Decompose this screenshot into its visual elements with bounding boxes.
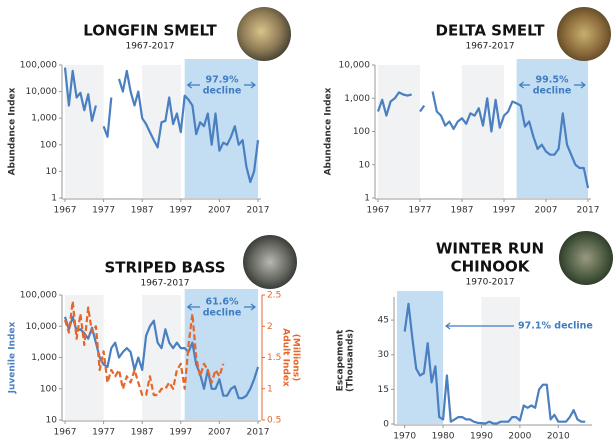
chart-title: CHINOOK	[451, 258, 531, 276]
annotation: 97.9%	[206, 75, 239, 86]
chart-subtitle: 1967-2017	[140, 279, 189, 289]
annotation: 97.1% decline	[518, 321, 593, 332]
y-tick-label: 0	[383, 420, 389, 430]
decade-band	[142, 65, 181, 198]
x-tick-label: 2017	[247, 206, 270, 216]
x-tick-label: 2007	[208, 428, 231, 438]
y-axis-label: Abundance Index	[8, 87, 18, 175]
y-tick-label: 10,000	[26, 322, 58, 332]
y2-tick-label: 1.5	[267, 353, 281, 363]
x-tick-label: 1990	[470, 432, 493, 442]
x-tick-label: 2017	[247, 428, 270, 438]
photo	[243, 235, 297, 289]
chart-title: STRIPED BASS	[104, 259, 225, 277]
y-tick-label: 45	[378, 316, 389, 326]
photo	[559, 231, 613, 285]
y-tick-label: 1,000	[31, 114, 57, 124]
chart-subtitle: 1970-2017	[465, 278, 514, 288]
annotation: decline	[203, 86, 242, 97]
chart-title: LONGFIN SMELT	[83, 22, 217, 40]
x-tick-label: 2007	[535, 206, 558, 216]
x-tick-label: 1987	[131, 206, 154, 216]
x-tick-label: 2007	[208, 206, 231, 216]
data-line	[403, 302, 586, 425]
x-tick-label: 1977	[92, 206, 115, 216]
x-tick-label: 1997	[169, 206, 192, 216]
decade-band	[462, 65, 504, 198]
annotation-arrow	[518, 81, 586, 89]
x-tick-label: 1967	[54, 206, 77, 216]
x-tick-label: 2010	[547, 432, 570, 442]
x-tick-label: 1997	[493, 206, 516, 216]
y-tick-label: 10	[46, 416, 58, 426]
y-tick-label: 1,000	[344, 94, 370, 104]
decade-band	[142, 295, 181, 420]
annotation: decline	[203, 308, 242, 319]
y-tick-label: 100	[40, 140, 57, 150]
photo	[557, 7, 611, 61]
y2-tick-label: 0.5	[267, 416, 281, 426]
highlight	[397, 291, 444, 424]
y-tick-label: 1	[364, 194, 370, 204]
annotation: 61.6%	[206, 297, 239, 308]
highlight	[184, 59, 258, 198]
y-tick-label: 10,000	[339, 61, 371, 71]
data-line	[63, 67, 260, 184]
x-tick-label: 1980	[432, 432, 455, 442]
x-tick-label: 1967	[367, 206, 390, 216]
y2-axis-label: Adult Index	[281, 328, 291, 387]
y-tick-label: 100	[353, 127, 370, 137]
decade-band	[481, 297, 520, 424]
y-axis-label: (Thousands)	[346, 329, 356, 392]
x-tick-label: 2017	[577, 206, 600, 216]
y2-axis-label: (Millions)	[291, 334, 301, 381]
photo	[237, 7, 291, 61]
y-tick-label: 10	[359, 160, 371, 170]
y-axis-label: Juvenile Index	[8, 321, 18, 394]
y-tick-label: 100,000	[20, 61, 57, 71]
x-tick-label: 1987	[451, 206, 474, 216]
annotation-arrow	[186, 81, 256, 89]
data-line	[376, 91, 590, 189]
y-tick-label: 1,000	[31, 353, 57, 363]
chart-title: WINTER RUN	[436, 240, 544, 258]
chart-subtitle: 1967-2017	[125, 42, 174, 52]
y2-tick-label: 2	[267, 322, 273, 332]
x-tick-label: 1977	[409, 206, 432, 216]
y-tick-label: 100	[40, 384, 57, 394]
x-tick-label: 1987	[131, 428, 154, 438]
annotation: decline	[533, 86, 572, 97]
y-axis-label: Escapement	[336, 329, 346, 391]
x-tick-label: 2000	[508, 432, 531, 442]
y2-tick-label: 1	[267, 384, 273, 394]
annotation: 99.5%	[536, 75, 569, 86]
x-tick-label: 1997	[169, 428, 192, 438]
y-axis-label: Abundance Index	[324, 87, 334, 175]
annotation-arrow	[445, 322, 514, 330]
y-tick-label: 30	[378, 350, 390, 360]
chart-title: DELTA SMELT	[436, 22, 546, 40]
y-tick-label: 1	[51, 194, 57, 204]
annotation-arrow	[186, 303, 256, 311]
y-tick-label: 10,000	[26, 87, 58, 97]
y2-tick-label: 2.5	[267, 291, 281, 301]
y-tick-label: 10	[46, 167, 58, 177]
highlight	[516, 59, 588, 198]
x-tick-label: 1970	[393, 432, 416, 442]
decade-band	[378, 65, 420, 198]
y-tick-label: 15	[378, 385, 389, 395]
y-tick-label: 100,000	[20, 291, 57, 301]
x-tick-label: 1967	[54, 428, 77, 438]
x-tick-label: 1977	[92, 428, 115, 438]
chart-subtitle: 1967-2017	[465, 42, 514, 52]
